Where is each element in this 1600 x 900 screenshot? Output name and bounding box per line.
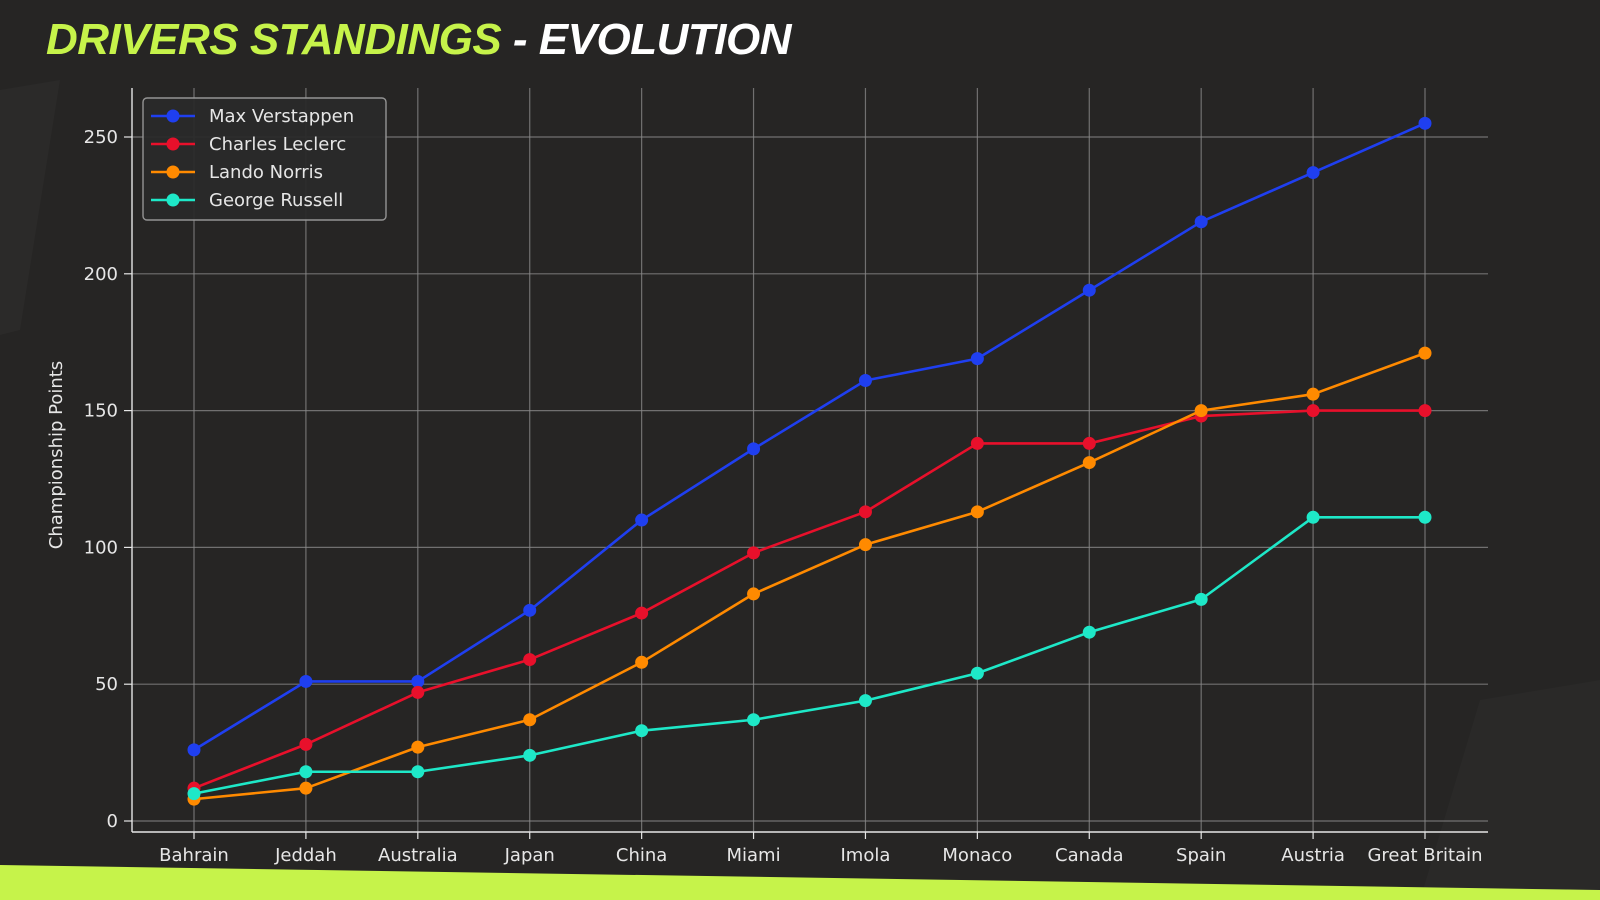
x-tick-label: Bahrain bbox=[159, 845, 229, 866]
data-point bbox=[635, 655, 649, 669]
data-point bbox=[747, 546, 761, 560]
data-point bbox=[858, 505, 872, 519]
legend-swatch-marker bbox=[166, 109, 180, 123]
data-point bbox=[1418, 116, 1432, 130]
title-rest: - EVOLUTION bbox=[501, 15, 792, 64]
y-tick-label: 150 bbox=[84, 401, 118, 422]
data-point bbox=[1306, 166, 1320, 180]
data-point bbox=[1194, 404, 1208, 418]
x-tick-label: Canada bbox=[1055, 845, 1124, 866]
data-point bbox=[970, 505, 984, 519]
legend-swatch-marker bbox=[166, 193, 180, 207]
x-tick-label: Austria bbox=[1281, 845, 1345, 866]
data-point bbox=[635, 724, 649, 738]
legend: Max Verstappen Charles Leclerc Lando Norri… bbox=[142, 97, 387, 221]
data-point bbox=[635, 606, 649, 620]
series-line bbox=[193, 351, 1426, 801]
x-tick-label: Jeddah bbox=[274, 845, 337, 866]
legend-label: George Russell bbox=[209, 190, 343, 211]
data-point bbox=[970, 666, 984, 680]
data-point bbox=[747, 587, 761, 601]
x-tick-label: Monaco bbox=[942, 845, 1012, 866]
data-point bbox=[747, 442, 761, 456]
legend-entry: Lando Norris bbox=[151, 162, 323, 183]
x-tick-label: Japan bbox=[504, 845, 555, 866]
data-point bbox=[970, 352, 984, 366]
series-charles-leclerc bbox=[187, 404, 1432, 795]
data-point bbox=[858, 694, 872, 708]
data-point bbox=[187, 743, 201, 757]
y-tick-label: 200 bbox=[84, 264, 118, 285]
data-point bbox=[299, 737, 313, 751]
x-tick-label: Imola bbox=[841, 845, 891, 866]
data-point bbox=[970, 436, 984, 450]
data-point bbox=[1194, 215, 1208, 229]
y-tick-label: 0 bbox=[107, 811, 118, 832]
legend-label: Lando Norris bbox=[209, 162, 323, 183]
data-point bbox=[1082, 436, 1096, 450]
data-point bbox=[299, 765, 313, 779]
data-point bbox=[1082, 625, 1096, 639]
legend-label: Charles Leclerc bbox=[209, 134, 346, 155]
x-tick-label: Spain bbox=[1176, 845, 1226, 866]
data-point bbox=[411, 674, 425, 688]
data-point bbox=[747, 713, 761, 727]
series-lando-norris bbox=[187, 346, 1432, 806]
data-point bbox=[187, 787, 201, 801]
bottom-accent-stripe bbox=[0, 865, 1600, 900]
legend-box bbox=[142, 97, 387, 221]
data-point bbox=[1306, 510, 1320, 524]
data-point bbox=[635, 513, 649, 527]
y-tick-label: 50 bbox=[95, 674, 118, 695]
y-tick-label: 250 bbox=[84, 127, 118, 148]
data-point bbox=[1418, 404, 1432, 418]
data-point bbox=[1306, 387, 1320, 401]
data-point bbox=[523, 713, 537, 727]
page-title: DRIVERS STANDINGS - EVOLUTION bbox=[46, 10, 791, 70]
series-max-verstappen bbox=[187, 116, 1432, 757]
x-tick-label: Great Britain bbox=[1367, 845, 1482, 866]
data-point bbox=[411, 685, 425, 699]
data-point bbox=[299, 781, 313, 795]
data-point bbox=[1418, 346, 1432, 360]
legend-entry: Max Verstappen bbox=[151, 106, 354, 127]
data-point bbox=[523, 653, 537, 667]
data-point bbox=[411, 740, 425, 754]
data-point bbox=[1082, 456, 1096, 470]
data-point bbox=[299, 674, 313, 688]
data-point bbox=[523, 603, 537, 617]
legend-label: Max Verstappen bbox=[209, 106, 354, 127]
data-point bbox=[411, 765, 425, 779]
data-point bbox=[1082, 283, 1096, 297]
data-point bbox=[1418, 510, 1432, 524]
legend-swatch-marker bbox=[166, 137, 180, 151]
data-point bbox=[858, 374, 872, 388]
x-tick-label: China bbox=[616, 845, 667, 866]
legend-entry: Charles Leclerc bbox=[151, 134, 346, 155]
title-accent: DRIVERS STANDINGS bbox=[46, 15, 502, 64]
series-line bbox=[193, 122, 1426, 751]
series-layer bbox=[187, 116, 1432, 806]
legend-swatch-marker bbox=[166, 165, 180, 179]
series-george-russell bbox=[187, 510, 1432, 801]
data-point bbox=[523, 748, 537, 762]
axis-layer: 0 50 100 150 200 250 Bahrain Jeddah Australia Jap… bbox=[46, 88, 1488, 866]
series-line bbox=[193, 516, 1425, 795]
x-tick-label: Miami bbox=[726, 845, 780, 866]
data-point bbox=[1306, 404, 1320, 418]
legend-entry: George Russell bbox=[151, 190, 343, 211]
y-axis-label: Championship Points bbox=[46, 361, 67, 549]
series-line bbox=[193, 409, 1425, 790]
data-point bbox=[858, 538, 872, 552]
x-tick-label: Australia bbox=[378, 845, 458, 866]
y-tick-label: 100 bbox=[84, 537, 118, 558]
data-point bbox=[1194, 592, 1208, 606]
